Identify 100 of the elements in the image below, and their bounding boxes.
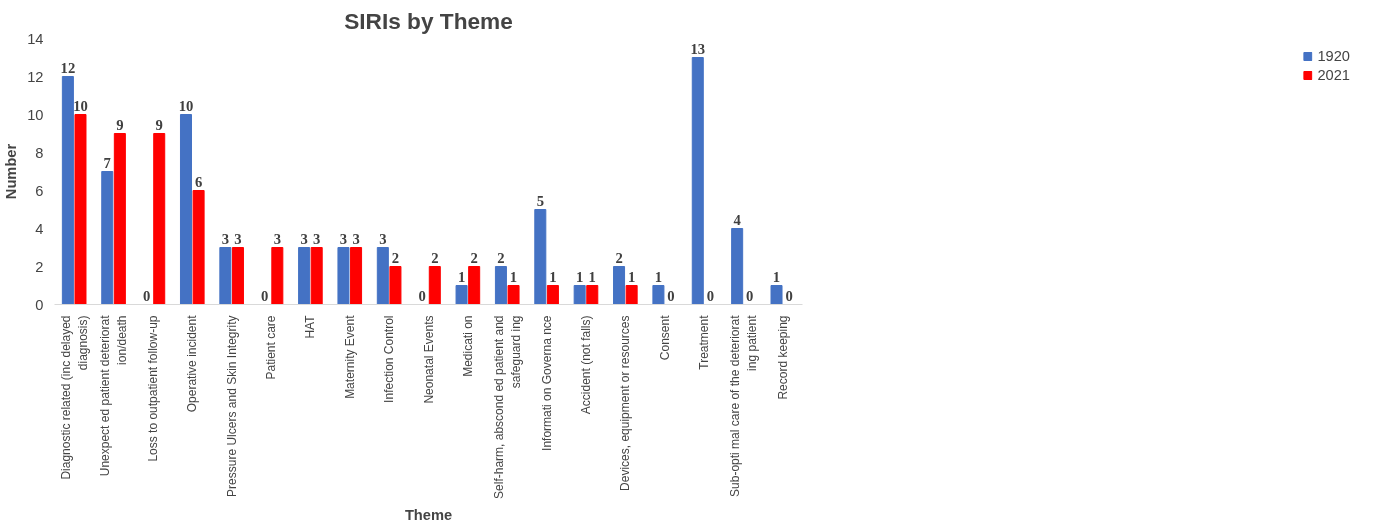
bar	[101, 171, 114, 305]
data-label: 3	[300, 230, 308, 247]
bar	[298, 247, 311, 305]
bar	[652, 285, 665, 305]
data-label: 1	[588, 268, 596, 285]
bar	[428, 266, 441, 305]
bar	[455, 285, 468, 305]
data-label: 1	[457, 268, 466, 285]
x-tick-label: Treatment	[697, 314, 712, 370]
data-label: 1	[549, 268, 557, 285]
bar	[113, 133, 126, 305]
x-tick-label: Operative incident	[185, 314, 200, 413]
data-label: 2	[470, 249, 478, 266]
data-label: 9	[155, 116, 163, 133]
data-label: 10	[178, 97, 194, 114]
data-label: 2	[431, 249, 439, 266]
bar	[507, 285, 520, 305]
data-label: 3	[352, 230, 360, 247]
x-tick-label: HAT	[303, 314, 318, 339]
x-tick-label: Consent	[657, 314, 672, 361]
x-tick-label: Loss to outpatient follow-up	[145, 315, 160, 462]
data-label: 0	[667, 287, 675, 304]
data-label: 0	[142, 287, 151, 304]
bar	[573, 285, 586, 305]
x-tick-label: Pressure Ulcers and Skin Integrity	[224, 315, 239, 497]
legend-label: 2021	[1317, 67, 1350, 83]
y-tick-label: 8	[35, 144, 44, 161]
data-label: 1	[627, 268, 636, 285]
bar	[376, 247, 389, 305]
bar	[731, 228, 744, 305]
data-label: 13	[690, 40, 706, 57]
x-tick-label: Medicati on	[460, 315, 475, 377]
data-label: 3	[273, 230, 281, 247]
bar	[691, 57, 704, 305]
y-tick-label: 10	[27, 106, 44, 123]
data-label: 2	[391, 249, 400, 266]
bar	[350, 247, 363, 305]
bar	[219, 247, 232, 305]
data-label: 1	[509, 268, 518, 285]
bar	[271, 247, 284, 305]
data-label: 5	[536, 192, 544, 209]
data-label: 2	[497, 249, 505, 266]
x-tick-label: Maternity Event	[342, 314, 357, 399]
bar	[179, 114, 192, 305]
bar	[389, 266, 402, 305]
x-tick-label: Diagnostic related (inc delayed diagnosis)	[58, 315, 90, 480]
y-tick-label: 2	[35, 258, 44, 275]
data-label: 1	[772, 268, 781, 285]
bar	[468, 266, 481, 305]
data-label: 3	[234, 230, 242, 247]
bar	[231, 247, 244, 305]
data-label: 9	[116, 116, 124, 133]
legend-label: 1920	[1317, 48, 1350, 64]
data-label: 10	[73, 97, 88, 114]
y-tick-label: 4	[35, 220, 44, 237]
data-label: 3	[379, 230, 387, 247]
y-tick-label: 6	[35, 182, 44, 199]
bar	[625, 285, 638, 305]
bar	[770, 285, 783, 305]
data-label: 0	[746, 287, 754, 304]
x-axis-title: Theme	[404, 506, 453, 523]
data-label: 0	[706, 287, 715, 304]
data-label: 1	[654, 268, 663, 285]
x-tick-label: Accident (not falls)	[578, 315, 593, 415]
data-label: 0	[785, 287, 793, 304]
x-tick-label: Self-harm, abscond ed patient and safeguard ing	[491, 315, 523, 499]
data-label: 7	[103, 154, 111, 171]
bar	[153, 133, 166, 305]
bar	[310, 247, 323, 305]
x-tick-label: Patient care	[264, 315, 279, 380]
y-axis-title: Number	[3, 143, 20, 200]
x-tick-label: Record keeping	[775, 315, 790, 400]
bar	[337, 247, 350, 305]
data-label: 4	[733, 211, 742, 228]
data-label: 6	[194, 173, 203, 190]
bar	[61, 76, 74, 305]
bar	[546, 285, 559, 305]
data-label: 1	[576, 268, 584, 285]
x-tick-label: Devices, equipment or resources	[618, 315, 633, 491]
bar	[494, 266, 507, 305]
bar	[586, 285, 599, 305]
data-label: 0	[418, 287, 426, 304]
data-label: 3	[339, 230, 348, 247]
x-tick-label: Sub-opti mal care of the deteriorat ing patient	[728, 314, 759, 497]
bar	[74, 114, 87, 305]
bar	[613, 266, 626, 305]
x-tick-label: Informati on Governa nce	[539, 315, 554, 451]
bar	[534, 209, 547, 305]
bar	[192, 190, 205, 305]
chart-title: SIRIs by Theme	[344, 7, 513, 34]
y-tick-label: 12	[27, 68, 44, 85]
data-label: 0	[261, 287, 269, 304]
data-label: 3	[313, 230, 321, 247]
x-tick-label: Infection Control	[382, 315, 397, 403]
data-label: 3	[221, 230, 230, 247]
y-tick-label: 14	[27, 30, 44, 47]
x-tick-label: Neonatal Events	[421, 315, 436, 404]
data-label: 12	[60, 59, 76, 76]
data-label: 2	[615, 249, 623, 266]
y-tick-label: 0	[35, 296, 44, 313]
